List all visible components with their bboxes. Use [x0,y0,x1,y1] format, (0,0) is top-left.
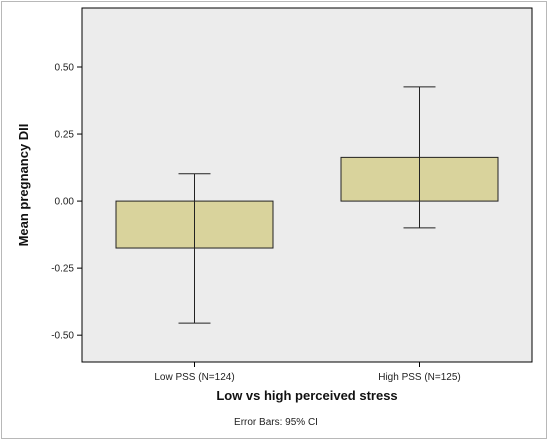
y-tick-label: 0.00 [55,197,75,208]
y-axis: 0.50 0.25 0.00 -0.25 -0.50 [51,63,82,342]
error-bars-note: Error Bars: 95% CI [234,417,318,428]
x-axis-title: Low vs high perceived stress [216,388,397,403]
x-tick-label: High PSS (N=125) [378,372,461,383]
y-tick-label: 0.50 [55,63,75,74]
y-tick-label: 0.25 [55,130,75,141]
y-axis-title: Mean pregnancy DII [16,124,31,247]
x-tick-label: Low PSS (N=124) [154,372,234,383]
y-tick-label: -0.25 [51,264,74,275]
y-tick-label: -0.50 [51,331,74,342]
bars-group [115,86,499,324]
x-axis: Low PSS (N=124) High PSS (N=125) [154,362,461,383]
